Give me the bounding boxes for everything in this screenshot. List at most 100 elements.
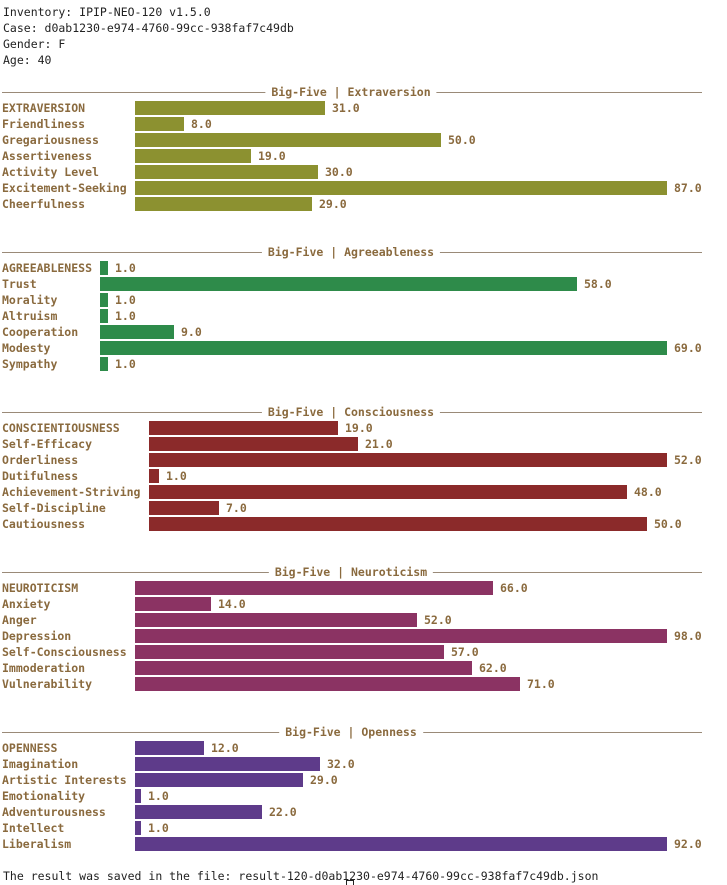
score-bar [135,101,325,115]
facet-label: Cheerfulness [2,197,86,211]
section-title: Big-Five | Extraversion [265,84,437,100]
facet-label: Modesty [2,341,51,355]
case-line: Case: d0ab1230-e974-4760-99cc-938faf7c49… [3,21,294,35]
score-bar [100,325,174,339]
score-value: 19.0 [345,421,373,435]
facet-label: Vulnerability [2,677,93,691]
facet-label: Dutifulness [2,469,79,483]
score-value: 48.0 [634,485,662,499]
section-title: Big-Five | Neuroticism [268,564,434,580]
score-value: 1.0 [115,293,136,307]
facet-label: Self-Consciousness [2,645,127,659]
inventory-line: Inventory: IPIP-NEO-120 v1.5.0 [3,5,211,19]
score-value: 1.0 [148,789,169,803]
score-value: 7.0 [226,501,247,515]
score-bar [100,309,108,323]
score-bar [135,757,320,771]
score-value: 32.0 [327,757,355,771]
score-bar [135,805,262,819]
domain-label: AGREEABLENESS [2,261,93,275]
facet-label: Immoderation [2,661,86,675]
section-header: Big-Five | Extraversion [0,84,702,100]
score-value: 8.0 [191,117,212,131]
section-header: Big-Five | Neuroticism [0,564,702,580]
facet-label: Anxiety [2,597,51,611]
facet-label: Sympathy [2,357,58,371]
score-bar [135,837,667,851]
score-value: 22.0 [269,805,297,819]
score-value: 1.0 [166,469,187,483]
score-bar [135,677,520,691]
facet-label: Anger [2,613,37,627]
score-bar [100,277,577,291]
score-bar [149,501,219,515]
gender-line: Gender: F [3,37,66,51]
facet-label: Cautiousness [2,517,86,531]
terminal-cursor [346,880,354,885]
score-bar [135,181,667,195]
facet-label: Orderliness [2,453,79,467]
score-value: 30.0 [325,165,353,179]
score-value: 52.0 [424,613,452,627]
facet-label: Friendliness [2,117,86,131]
score-bar [135,581,493,595]
saved-file-message: The result was saved in the file: result… [3,869,599,883]
score-value: 57.0 [451,645,479,659]
score-value: 62.0 [479,661,507,675]
score-bar [135,741,204,755]
score-value: 31.0 [332,101,360,115]
score-value: 87.0 [674,181,702,195]
facet-label: Cooperation [2,325,79,339]
score-bar [135,597,211,611]
score-bar [135,629,667,643]
score-bar [149,437,358,451]
score-bar [100,357,108,371]
score-value: 9.0 [181,325,202,339]
score-bar [149,469,159,483]
score-bar [100,341,667,355]
facet-label: Trust [2,277,37,291]
score-bar [135,645,444,659]
score-value: 14.0 [218,597,246,611]
score-value: 98.0 [674,629,702,643]
section-title: Big-Five | Agreeableness [261,244,441,260]
facet-label: Excitement-Seeking [2,181,127,195]
score-bar [149,485,627,499]
score-bar [135,789,141,803]
facet-label: Morality [2,293,58,307]
facet-label: Altruism [2,309,58,323]
score-bar [135,661,472,675]
score-bar [149,421,338,435]
facet-label: Intellect [2,821,65,835]
score-value: 92.0 [674,837,702,851]
domain-label: EXTRAVERSION [2,101,86,115]
score-value: 19.0 [258,149,286,163]
facet-label: Self-Discipline [2,501,106,515]
section-header: Big-Five | Agreeableness [0,244,702,260]
section-header: Big-Five | Consciousness [0,404,702,420]
facet-label: Depression [2,629,72,643]
score-bar [135,149,251,163]
score-bar [149,453,667,467]
score-value: 1.0 [115,357,136,371]
score-value: 29.0 [319,197,347,211]
score-bar [135,821,141,835]
score-value: 69.0 [674,341,702,355]
score-value: 52.0 [674,453,702,467]
facet-label: Artistic Interests [2,773,127,787]
score-bar [100,261,108,275]
score-value: 50.0 [448,133,476,147]
score-bar [135,117,184,131]
domain-label: OPENNESS [2,741,58,755]
facet-label: Gregariousness [2,133,99,147]
score-bar [135,613,417,627]
score-value: 58.0 [584,277,612,291]
score-bar [135,773,303,787]
domain-label: NEUROTICISM [2,581,79,595]
facet-label: Assertiveness [2,149,93,163]
score-bar [135,133,441,147]
score-value: 12.0 [211,741,239,755]
score-value: 1.0 [115,309,136,323]
score-value: 66.0 [500,581,528,595]
